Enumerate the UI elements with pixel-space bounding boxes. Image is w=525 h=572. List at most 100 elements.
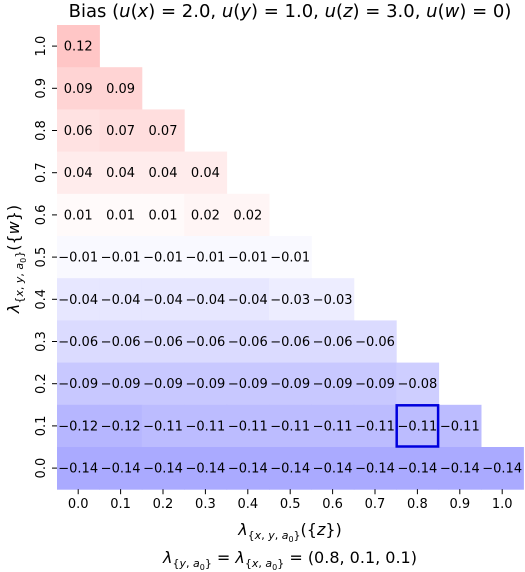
cell-value-label: 0.04 — [64, 166, 93, 181]
cell-value-label: −0.14 — [355, 462, 395, 477]
cell-value-label: −0.09 — [58, 377, 98, 392]
x-axis-ticks: 0.0 0.1 0.2 0.3 0.4 0.5 0.6 0.7 0.8 0.9 1.0 — [68, 489, 513, 512]
heatmap-cell — [99, 193, 143, 237]
heatmap-cell — [57, 278, 100, 321]
cell-value-label: −0.01 — [58, 251, 98, 266]
x-tick-label: 0.2 — [153, 497, 174, 512]
cell-value-label: 0.01 — [106, 208, 135, 223]
chart-caption: λ{y, a0} = λ{x, a0} = (0.8, 0.1, 0.1) — [162, 548, 417, 572]
heatmap-cell — [184, 320, 228, 364]
heatmap-cell — [57, 193, 100, 237]
heatmap-cell — [141, 109, 185, 153]
heatmap-cell — [226, 193, 270, 237]
heatmap-cell — [141, 236, 185, 279]
y-tick-label: 0.5 — [34, 247, 49, 268]
cell-value-label: 0.02 — [233, 208, 262, 223]
cell-value-label: −0.06 — [58, 335, 98, 350]
y-axis-ticks: 1.0 0.9 0.8 0.7 0.6 0.5 0.4 0.3 0.2 0.1 0.0 — [34, 36, 57, 478]
cell-value-label: −0.09 — [228, 377, 268, 392]
heatmap-cell — [184, 193, 228, 237]
cell-value-label: −0.06 — [185, 335, 225, 350]
heatmap-cell — [57, 67, 100, 110]
cell-value-label: −0.04 — [58, 293, 98, 308]
heatmap-cell — [99, 236, 143, 279]
x-axis-label: λ{x, y, a0}({z}) — [237, 520, 342, 544]
cell-value-label: 0.09 — [64, 82, 93, 97]
cell-value-label: −0.14 — [313, 462, 353, 477]
heatmap-cell — [226, 278, 270, 321]
cell-value-label: 0.07 — [106, 124, 135, 139]
heatmap-cell — [99, 151, 143, 195]
y-tick-label: 0.1 — [34, 416, 49, 437]
heatmap-cell — [311, 362, 355, 406]
cell-value-label: −0.14 — [397, 462, 437, 477]
heatmap-cell — [57, 109, 100, 153]
cell-value-label: −0.01 — [101, 251, 141, 266]
heatmap-cell — [269, 404, 312, 448]
heatmap-cell — [184, 362, 228, 406]
heatmap-cell — [269, 362, 312, 406]
cell-value-label: −0.03 — [270, 293, 310, 308]
heatmap-cell — [184, 404, 228, 448]
heatmap-cell — [57, 236, 100, 279]
cell-value-label: −0.12 — [101, 419, 141, 434]
cell-value-label: −0.06 — [270, 335, 310, 350]
heatmap-cell — [141, 404, 185, 448]
heatmap-cell — [396, 447, 440, 490]
cell-value-label: 0.04 — [106, 166, 135, 181]
heatmap-cell-labels: 0.12 0.09 0.09 0.06 0.07 0.07 0.04 0.04 0.04 0.04… — [58, 40, 522, 477]
heatmap-cell — [141, 193, 185, 237]
heatmap-cell — [99, 67, 143, 110]
cell-value-label: −0.14 — [482, 462, 522, 477]
heatmap-cell — [184, 151, 228, 195]
cell-value-label: −0.06 — [355, 335, 395, 350]
cell-value-label: −0.11 — [313, 419, 353, 434]
heatmap-cell — [226, 447, 270, 490]
heatmap-cell — [141, 320, 185, 364]
y-tick-label: 1.0 — [34, 36, 49, 57]
y-tick-label: 0.3 — [34, 331, 49, 352]
x-tick-label: 0.7 — [365, 497, 386, 512]
cell-value-label: −0.09 — [185, 377, 225, 392]
heatmap-cell — [99, 278, 143, 321]
heatmap-cell — [269, 447, 312, 490]
cell-value-label: −0.14 — [101, 462, 141, 477]
cell-value-label: −0.11 — [270, 419, 310, 434]
cell-value-label: −0.14 — [185, 462, 225, 477]
heatmap-cell — [353, 404, 397, 448]
heatmap-cell — [57, 404, 100, 448]
x-tick-label: 1.0 — [492, 497, 513, 512]
cell-value-label: −0.14 — [58, 462, 98, 477]
y-tick-label: 0.6 — [34, 205, 49, 226]
cell-value-label: −0.04 — [143, 293, 183, 308]
heatmap-cell — [99, 404, 143, 448]
heatmap-cell — [226, 362, 270, 406]
heatmap-cell — [438, 447, 482, 490]
x-tick-label: 0.5 — [280, 497, 301, 512]
cell-value-label: −0.14 — [440, 462, 480, 477]
heatmap-cell — [396, 404, 440, 448]
cell-value-label: 0.04 — [149, 166, 178, 181]
x-tick-label: 0.6 — [322, 497, 343, 512]
cell-value-label: 0.09 — [106, 82, 135, 97]
cell-value-label: −0.01 — [143, 251, 183, 266]
heatmap-cell — [269, 236, 312, 279]
heatmap-cells — [57, 25, 524, 490]
heatmap-cell — [57, 25, 100, 68]
cell-value-label: −0.04 — [185, 293, 225, 308]
heatmap-cell — [99, 447, 143, 490]
chart-title: Bias (u(x) = 2.0, u(y) = 1.0, u(z) = 3.0… — [69, 1, 512, 22]
cell-value-label: −0.11 — [355, 419, 395, 434]
heatmap-cell — [184, 447, 228, 490]
heatmap-cell — [57, 447, 100, 490]
cell-value-label: −0.06 — [101, 335, 141, 350]
heatmap-cell — [353, 447, 397, 490]
cell-value-label: −0.09 — [101, 377, 141, 392]
y-tick-label: 0.8 — [34, 120, 49, 141]
cell-value-label: 0.01 — [64, 208, 93, 223]
cell-value-label: −0.01 — [270, 251, 310, 266]
x-tick-label: 0.4 — [237, 497, 258, 512]
y-tick-label: 0.7 — [34, 162, 49, 183]
heatmap-cell — [141, 151, 185, 195]
heatmap-cell — [99, 109, 143, 153]
